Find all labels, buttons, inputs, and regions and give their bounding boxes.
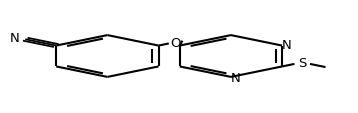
Text: O: O: [170, 36, 181, 49]
Text: N: N: [281, 39, 291, 52]
Text: N: N: [10, 31, 19, 44]
Text: S: S: [298, 56, 306, 69]
Text: N: N: [230, 72, 240, 85]
